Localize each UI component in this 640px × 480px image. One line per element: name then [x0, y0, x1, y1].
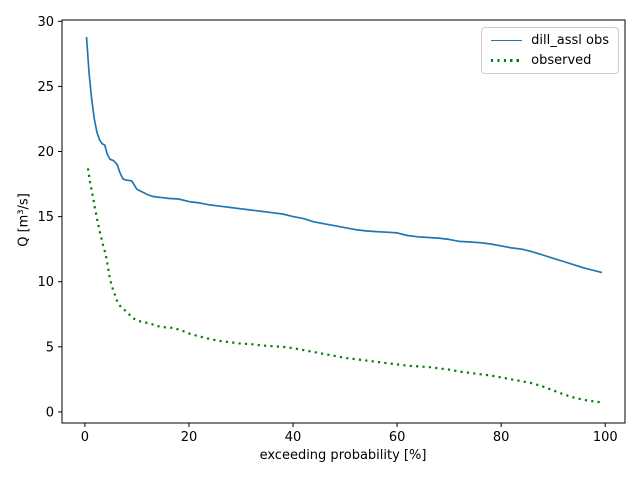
y-tick-label: 10 [37, 275, 54, 290]
y-tick-label: 15 [37, 210, 54, 225]
legend-line-sample-dill-assl-obs [491, 39, 523, 42]
y-tick-label: 25 [37, 80, 54, 95]
x-tick-label: 100 [593, 430, 618, 445]
x-tick-label: 60 [389, 430, 406, 445]
legend: dill_assl obs observed [481, 27, 619, 74]
x-tick-label: 20 [181, 430, 198, 445]
y-tick-label: 5 [46, 340, 54, 355]
series-observed-line [86, 168, 601, 404]
y-tick-label: 30 [37, 15, 54, 30]
x-tick-label: 40 [285, 430, 302, 445]
axes-frame [61, 19, 626, 424]
series-dill-assl-obs-line [85, 36, 603, 274]
x-axis-label: exceeding probability [%] [259, 448, 427, 463]
x-tick-label: 80 [493, 430, 510, 445]
y-tick-label: 0 [46, 405, 54, 420]
legend-item: observed [491, 53, 609, 68]
legend-label-observed: observed [531, 53, 592, 68]
legend-item: dill_assl obs [491, 33, 609, 48]
legend-line-sample-observed [491, 59, 523, 62]
y-axis-label: Q [m³/s] [16, 193, 32, 247]
legend-label-dill-assl-obs: dill_assl obs [531, 33, 609, 48]
y-tick-label: 20 [37, 145, 54, 160]
x-tick-label: 0 [81, 430, 89, 445]
